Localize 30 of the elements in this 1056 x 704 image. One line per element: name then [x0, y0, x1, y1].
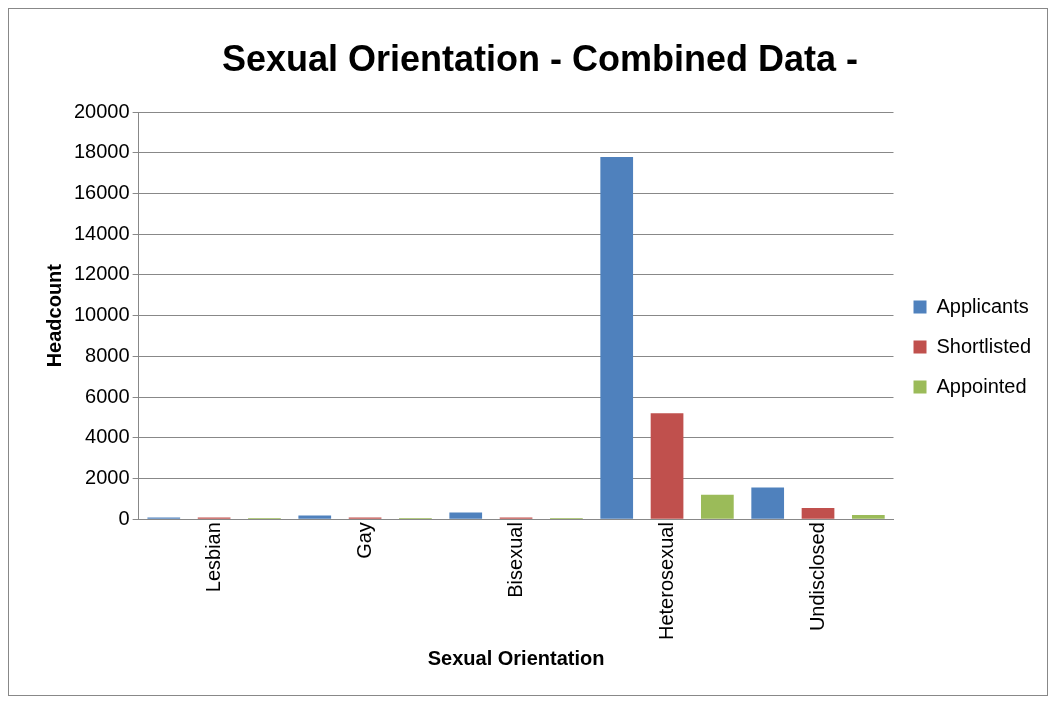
bar — [298, 515, 332, 519]
legend-label: Shortlisted — [936, 334, 1032, 357]
legend-label: Appointed — [936, 374, 1027, 397]
bar — [751, 487, 785, 519]
y-tick-label: 2000 — [85, 465, 130, 488]
y-tick-label: 0 — [118, 506, 130, 529]
y-tick-label: 16000 — [73, 181, 130, 204]
y-tick-label: 6000 — [85, 384, 130, 407]
legend-label: Applicants — [936, 294, 1029, 317]
x-tick-label: Undisclosed — [805, 522, 828, 632]
y-tick-label: 12000 — [73, 262, 130, 285]
x-tick-label: Bisexual — [503, 522, 526, 598]
y-tick-label: 10000 — [73, 303, 130, 326]
bar — [449, 512, 483, 519]
bar — [801, 507, 835, 519]
y-tick-label: 20000 — [73, 99, 130, 122]
chart-title: Sexual Orientation - Combined Data - — [221, 37, 859, 79]
x-tick-label: Lesbian — [201, 522, 224, 593]
y-axis-title: Headcount — [42, 263, 65, 368]
x-tick-label: Gay — [352, 522, 375, 559]
y-tick-label: 8000 — [85, 343, 130, 366]
y-tick-label: 14000 — [73, 221, 130, 244]
x-axis-title: Sexual Orientation — [427, 646, 605, 669]
bar — [851, 515, 885, 519]
bar — [600, 156, 634, 519]
y-tick-label: 4000 — [85, 425, 130, 448]
bar — [650, 413, 684, 519]
y-tick-label: 18000 — [73, 140, 130, 163]
x-tick-label: Heterosexual — [654, 522, 677, 640]
bar — [701, 494, 734, 519]
